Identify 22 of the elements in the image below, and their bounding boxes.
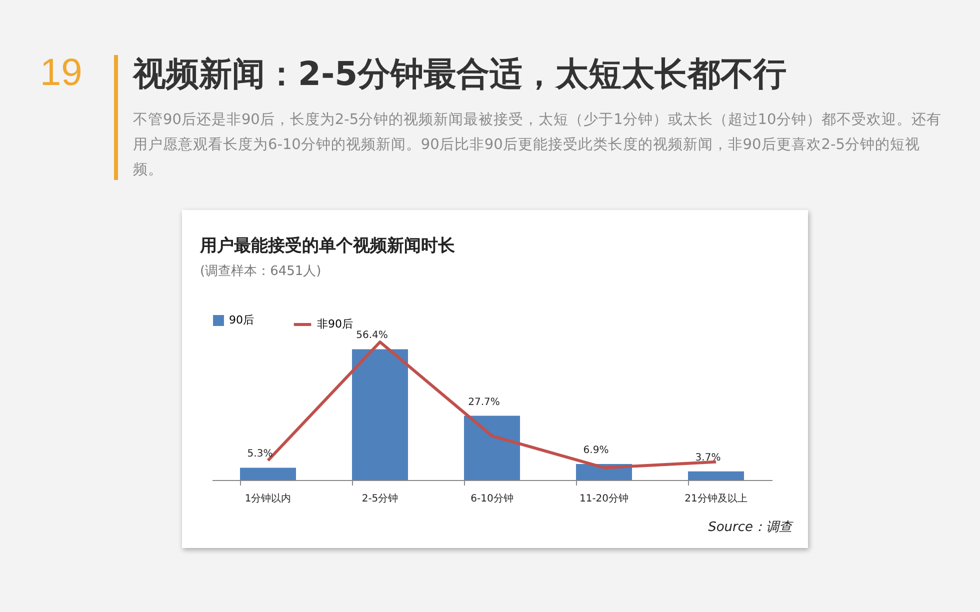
data-label: 5.3% — [247, 448, 273, 460]
x-tick-label: 2-5分钟 — [362, 492, 398, 504]
x-tick-label: 21分钟及以上 — [684, 492, 748, 504]
text: 视频新闻：2-5分钟最合适，太短太长都不行 — [133, 53, 787, 95]
x-tick-label: 1分钟以内 — [244, 492, 292, 504]
data-label: 6.9% — [583, 444, 609, 456]
legend-label: 90后 — [229, 314, 254, 326]
x-tick-label: 11-20分钟 — [579, 492, 629, 504]
data-label: 56.4% — [356, 330, 388, 342]
data-label: 3.7% — [695, 452, 721, 464]
data-label: 27.7% — [468, 396, 500, 408]
text: 不管90后还是非90后，长度为2-5分钟的视频新闻最被接受，太短（少于1分钟）或太长（超过10分钟）都不受欢迎。还有用户愿意观看长度为6-10分钟的视频新闻。90后比非90后更能接受此类长度的视频新闻，非90后更喜欢2-5分钟的短视频。 — [133, 110, 942, 180]
source-note: Source：调查 — [708, 519, 792, 536]
bar — [352, 349, 408, 480]
x-tick-label: 6-10分钟 — [470, 492, 514, 504]
text: 19 — [40, 52, 82, 95]
legend-label: 非90后 — [317, 318, 353, 330]
bar — [688, 471, 744, 480]
chart-title: 用户最能接受的单个视频新闻时长 — [200, 235, 455, 257]
bar — [240, 468, 296, 480]
chart-subtitle: (调查样本：6451人) — [200, 263, 322, 280]
bar — [464, 416, 520, 480]
